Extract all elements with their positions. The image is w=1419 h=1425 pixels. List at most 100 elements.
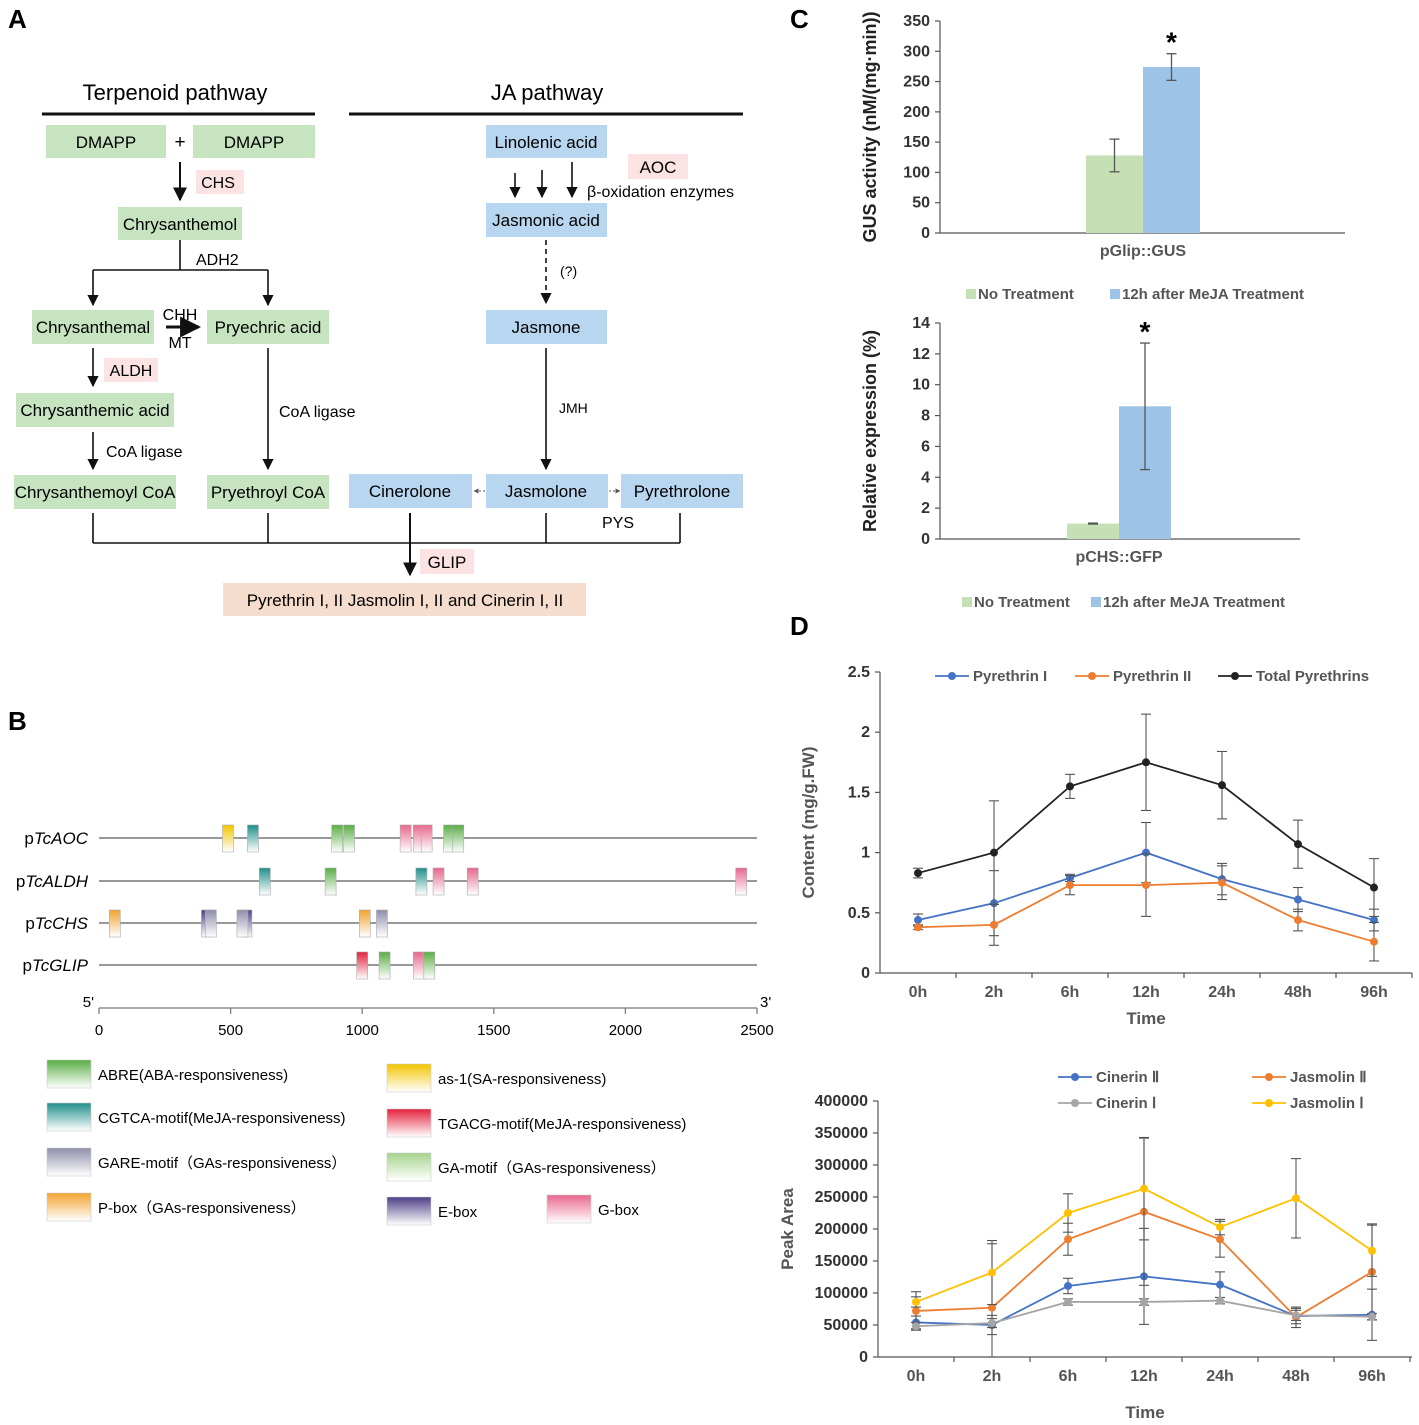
- data-point: [1294, 895, 1302, 904]
- x-tick-label: 24h: [1208, 984, 1236, 1001]
- promoter-gene: TcAOC: [34, 829, 89, 848]
- ja-pathway-header: JA pathway: [491, 80, 604, 105]
- data-point: [990, 848, 998, 857]
- node-box-jasmolone: [486, 474, 608, 508]
- y-tick-label: 12: [912, 346, 930, 363]
- data-point: [1218, 781, 1226, 790]
- promoter-prefix: p: [24, 829, 33, 848]
- bp-tick-label: 0: [95, 1022, 103, 1039]
- legend-swatch-gare: [46, 1147, 92, 1177]
- legend-label-ebox: E-box: [438, 1204, 478, 1221]
- data-point: [912, 1322, 920, 1331]
- data-point: [1294, 916, 1302, 925]
- y-tick-label: 1.5: [848, 784, 870, 801]
- legend-label-as1: as-1(SA-responsiveness): [438, 1071, 606, 1088]
- chart-relative-expression: 0 2 4 6 8 10 12 14 *pCHS::GFP Relative expression…: [860, 315, 1300, 611]
- y-tick-label: 0.5: [848, 905, 870, 922]
- cis-element-gbox: [735, 867, 748, 896]
- cis-element-abre: [423, 951, 436, 980]
- legend-swatch-abre: [46, 1059, 92, 1089]
- legend-marker: [948, 672, 956, 680]
- node-box-chrysanthemoyl-coa: [14, 475, 176, 509]
- node-box-pryethroyl-coa: [207, 475, 329, 509]
- node-chrysanthemic-acid: Chrysanthemic acid: [20, 401, 169, 420]
- cis-element-gbox: [432, 867, 445, 896]
- legend-swatch-gamotif: [386, 1152, 432, 1182]
- y-tick-label: 50: [912, 195, 930, 212]
- promoter-prefix: p: [25, 914, 34, 933]
- legend-swatch: [1110, 289, 1120, 299]
- legend-label: 12h after MeJA Treatment: [1103, 594, 1285, 611]
- legend-swatch-cgtca: [46, 1102, 92, 1132]
- legend-label-gamotif: GA-motif（GAs-responsiveness）: [438, 1160, 666, 1177]
- data-point: [914, 923, 922, 932]
- chart-pyrethrin-content: 0 0.5 1 1.5 2 2.5 0h 2h 6h 12h 24h 48h 96h Pyrethrin …: [799, 664, 1413, 1028]
- cis-element-gbox: [466, 867, 479, 896]
- y-tick-label: 350: [903, 13, 930, 30]
- data-point: [1066, 881, 1074, 890]
- legend-swatch-ebox: [386, 1196, 432, 1226]
- data-point: [1370, 937, 1378, 946]
- enzyme-bg-aoc: [628, 154, 688, 179]
- y-tick-label: 50000: [824, 1317, 869, 1334]
- node-product: Pyrethrin I, II Jasmolin I, II and Ciner…: [247, 591, 564, 610]
- node-box-pyrethrolone: [621, 474, 743, 508]
- promoter-gene: TcALDH: [25, 872, 88, 891]
- data-point: [912, 1297, 920, 1306]
- legend-label-gare: GARE-motif（GAs-responsiveness）: [98, 1155, 346, 1172]
- cis-element-abre: [324, 867, 337, 896]
- y-tick-label: 6: [921, 438, 930, 455]
- node-box-linolenic-acid: [486, 125, 607, 158]
- y-tick-label: 200000: [815, 1221, 868, 1238]
- cis-element-pbox: [108, 909, 121, 938]
- x-tick-label: 6h: [1061, 984, 1080, 1001]
- y-tick-label: 200: [903, 104, 930, 121]
- x-axis-title: Time: [1126, 1009, 1165, 1028]
- y-tick-label: 2.5: [848, 664, 870, 681]
- node-pyrethrolone: Pyrethrolone: [634, 482, 730, 501]
- cis-element-tgacg: [356, 951, 369, 980]
- y-tick-label: 0: [921, 225, 930, 242]
- y-tick-label: 0: [859, 1349, 868, 1366]
- data-point: [1368, 1246, 1376, 1255]
- data-point: [1370, 883, 1378, 892]
- y-tick-label: 350000: [815, 1125, 868, 1142]
- y-tick-label: 300000: [815, 1157, 868, 1174]
- data-point: [1142, 881, 1150, 890]
- legend-label-tgacg: TGACG-motif(MeJA-responsiveness): [438, 1116, 686, 1133]
- legend-marker: [1071, 1099, 1079, 1107]
- legend-swatch: [1091, 597, 1101, 607]
- y-axis-title: Peak Area: [778, 1188, 797, 1270]
- node-box-jasmone: [486, 310, 607, 344]
- legend-label-abre: ABRE(ABA-responsiveness): [98, 1067, 288, 1084]
- promoter-name-TcCHS: pTcCHS: [25, 914, 88, 933]
- x-tick-label: 2h: [983, 1368, 1002, 1385]
- cis-element-as1: [222, 824, 234, 853]
- promoter-prefix: p: [16, 872, 25, 891]
- data-point: [1216, 1296, 1224, 1305]
- cis-element-gare: [236, 909, 249, 938]
- x-tick-label: 48h: [1282, 1368, 1310, 1385]
- data-point: [912, 1306, 920, 1315]
- y-tick-label: 300: [903, 43, 930, 60]
- enzyme-chs: CHS: [201, 175, 235, 192]
- bp-tick-label: 2000: [609, 1022, 642, 1039]
- data-point: [1142, 758, 1150, 767]
- legend-label: Pyrethrin II: [1113, 668, 1191, 685]
- promoter-elements: [108, 824, 748, 980]
- data-point: [914, 869, 922, 878]
- enzyme-bg-aldh: [104, 358, 158, 382]
- enzyme-chh: CHH: [163, 307, 198, 324]
- node-jasmonic-acid: Jasmonic acid: [492, 211, 600, 230]
- data-point: [990, 920, 998, 929]
- legend-label-pbox: P-box（GAs-responsiveness）: [98, 1200, 306, 1217]
- node-box-cinerolone: [349, 474, 472, 508]
- enzyme-bg-glip: [420, 549, 474, 574]
- y-axis-title: Relative expression (%): [860, 330, 880, 532]
- cis-element-gbox: [399, 824, 412, 853]
- enzyme-pys: PYS: [602, 515, 634, 532]
- legend-marker: [1265, 1099, 1273, 1107]
- legend-label-cgtca: CGTCA-motif(MeJA-responsiveness): [98, 1110, 346, 1127]
- bp-tick-label: 1500: [477, 1022, 510, 1039]
- x-category-label: pCHS::GFP: [1075, 549, 1162, 566]
